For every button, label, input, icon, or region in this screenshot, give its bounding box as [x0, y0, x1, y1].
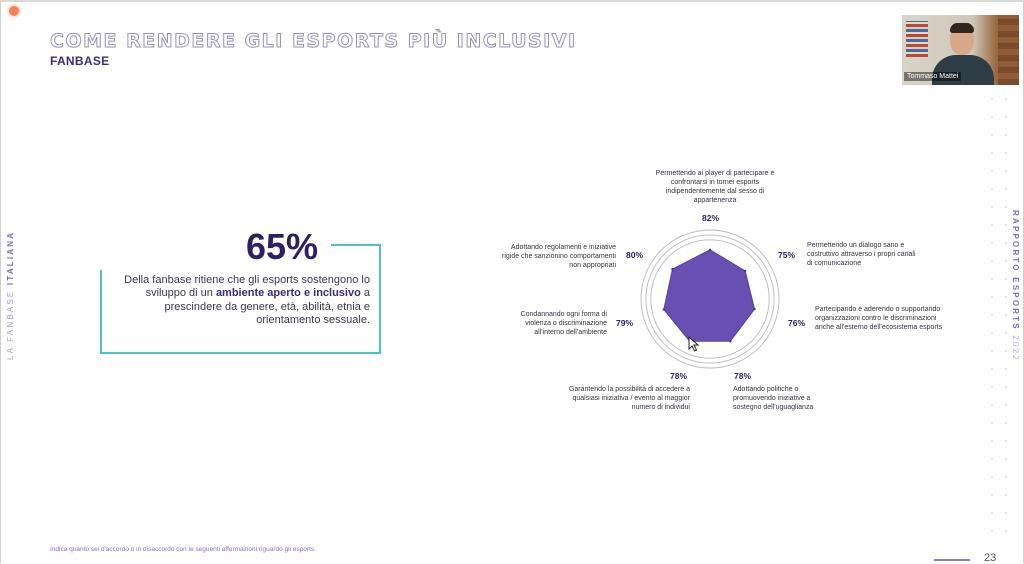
radar-area — [663, 249, 756, 342]
webcam-person-hair — [950, 23, 974, 33]
value-label: 78% — [734, 371, 752, 381]
decorative-dots — [985, 90, 1015, 540]
footnote: Indica quanto sei d'accordo o in disacco… — [50, 546, 316, 553]
webcam-person-body — [932, 55, 994, 85]
stat-frame — [100, 244, 381, 354]
stat-text-bold: ambiente aperto e inclusivo — [215, 287, 361, 300]
webcam-name-label: Tommaso Mattei — [904, 72, 962, 81]
frame-line-bottom — [100, 352, 381, 354]
side-left-bold-text: ITALIANA — [6, 230, 15, 286]
value-label: 78% — [670, 371, 688, 381]
page-number-line — [934, 559, 970, 561]
frame-line-left — [100, 270, 102, 354]
radar-ring-1 — [645, 234, 775, 364]
category-label: Condannando ogni forma di violenza o dis… — [520, 311, 607, 336]
value-label: 79% — [616, 318, 634, 328]
frame-line-right — [379, 244, 381, 354]
radar-point-6 — [671, 267, 674, 271]
category-label: Permettendo un dialogo sano e costruttiv… — [807, 242, 916, 267]
stat-text-before: Della fanbase ritiene che gli esports so… — [124, 274, 370, 300]
slide-title: COME RENDERE GLI ESPORTS PIÙ INCLUSIVI — [50, 30, 577, 53]
radar-point-5 — [662, 308, 665, 311]
mouse-cursor-icon — [688, 336, 700, 352]
webcam-feed[interactable]: Tommaso Mattei — [902, 15, 1019, 85]
radar-ring-0 — [640, 229, 780, 369]
stat-description: Della fanbase ritiene che gli esports so… — [120, 274, 370, 328]
value-label: 80% — [626, 250, 644, 260]
value-label: 76% — [788, 318, 806, 328]
slide-subtitle: FANBASE — [50, 54, 110, 68]
stat-text-after: a prescindere da genere, età, abilità, e… — [164, 287, 370, 327]
stat-percentage: 65% — [246, 226, 319, 267]
value-label: 82% — [702, 213, 720, 223]
category-label: Partecipando e aderendo o supportando or… — [815, 306, 943, 331]
radar-point-2 — [753, 307, 756, 311]
recording-indicator-icon — [9, 6, 19, 16]
radar-point-3 — [729, 340, 732, 343]
webcam-door — [998, 15, 1019, 85]
category-label: Adottando regolamenti e iniziative rigid… — [501, 244, 616, 269]
page-number: 23 — [984, 552, 997, 564]
value-label: 75% — [778, 250, 796, 260]
side-label-left: LA FANBASE ITALIANA — [6, 220, 20, 360]
radar-chart — [640, 229, 780, 369]
webcam-shelf — [906, 21, 928, 57]
radar-point-0 — [708, 248, 712, 251]
side-left-light-text: LA FANBASE — [6, 285, 15, 360]
radar-ring-2 — [650, 239, 770, 359]
category-label: Permettendo ai player di partecipare e c… — [655, 170, 775, 204]
radar-point-1 — [744, 269, 747, 273]
category-label: Garantendo la possibilità di accedere a … — [568, 386, 690, 411]
frame-line-top — [331, 244, 381, 246]
category-label: Adottando politiche o promuovendo inizia… — [733, 386, 814, 411]
